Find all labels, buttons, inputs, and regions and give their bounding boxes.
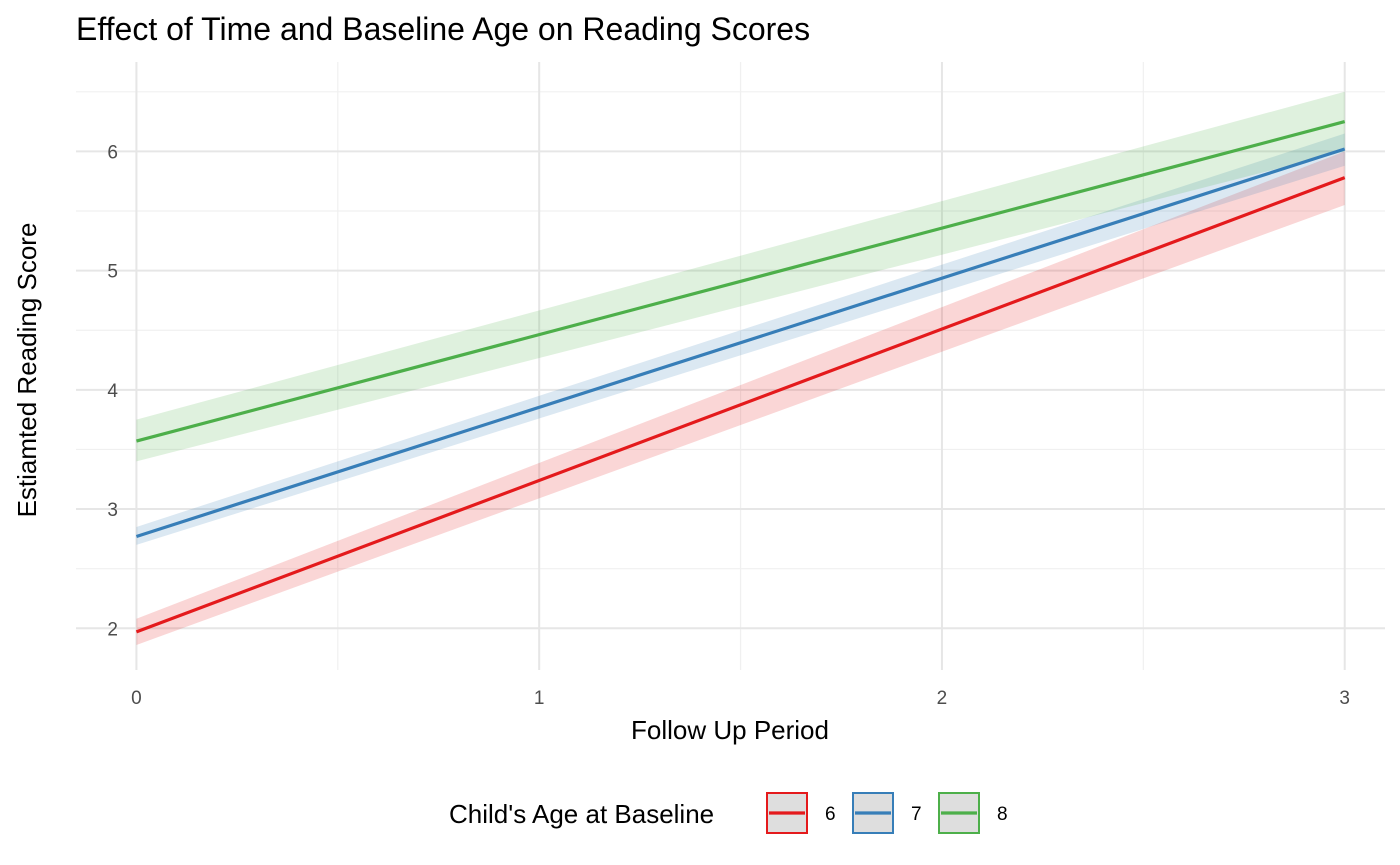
confidence-band-8	[136, 91, 1345, 462]
y-tick-label: 3	[107, 500, 118, 521]
x-tick-labels: 0 1 2 3	[131, 688, 1350, 709]
legend-title: Child's Age at Baseline	[449, 799, 714, 829]
y-tick-label: 6	[107, 142, 118, 163]
x-tick-label: 3	[1339, 688, 1350, 709]
y-tick-labels: 2 3 4 5 6	[107, 142, 118, 640]
legend-items: 6 7 8	[766, 792, 1008, 834]
legend-label-7: 7	[911, 804, 922, 825]
legend: Child's Age at Baseline 6 7 8	[449, 792, 1008, 834]
x-tick-label: 0	[131, 688, 142, 709]
grid-minor	[76, 62, 1385, 670]
legend-item-8: 8	[938, 792, 1008, 834]
confidence-band-7	[136, 133, 1345, 545]
legend-label-8: 8	[997, 804, 1008, 825]
y-tick-label: 5	[107, 262, 118, 283]
legend-item-6: 6	[766, 792, 836, 834]
y-tick-label: 4	[107, 381, 118, 402]
series-line-8	[136, 120, 1346, 443]
confidence-band-6	[136, 151, 1345, 645]
x-axis-title: Follow Up Period	[631, 715, 829, 745]
y-axis-title: Estiamted Reading Score	[12, 223, 42, 518]
confidence-bands	[136, 91, 1345, 645]
series-line-7	[135, 147, 1346, 539]
series-lines	[135, 120, 1346, 634]
grid-major	[76, 62, 1385, 670]
legend-label-6: 6	[825, 804, 836, 825]
series-line-6	[135, 176, 1346, 634]
x-tick-label: 2	[937, 688, 948, 709]
y-tick-label: 2	[107, 619, 118, 640]
chart-title: Effect of Time and Baseline Age on Readi…	[76, 11, 810, 47]
legend-item-7: 7	[852, 792, 922, 834]
x-tick-label: 1	[534, 688, 545, 709]
